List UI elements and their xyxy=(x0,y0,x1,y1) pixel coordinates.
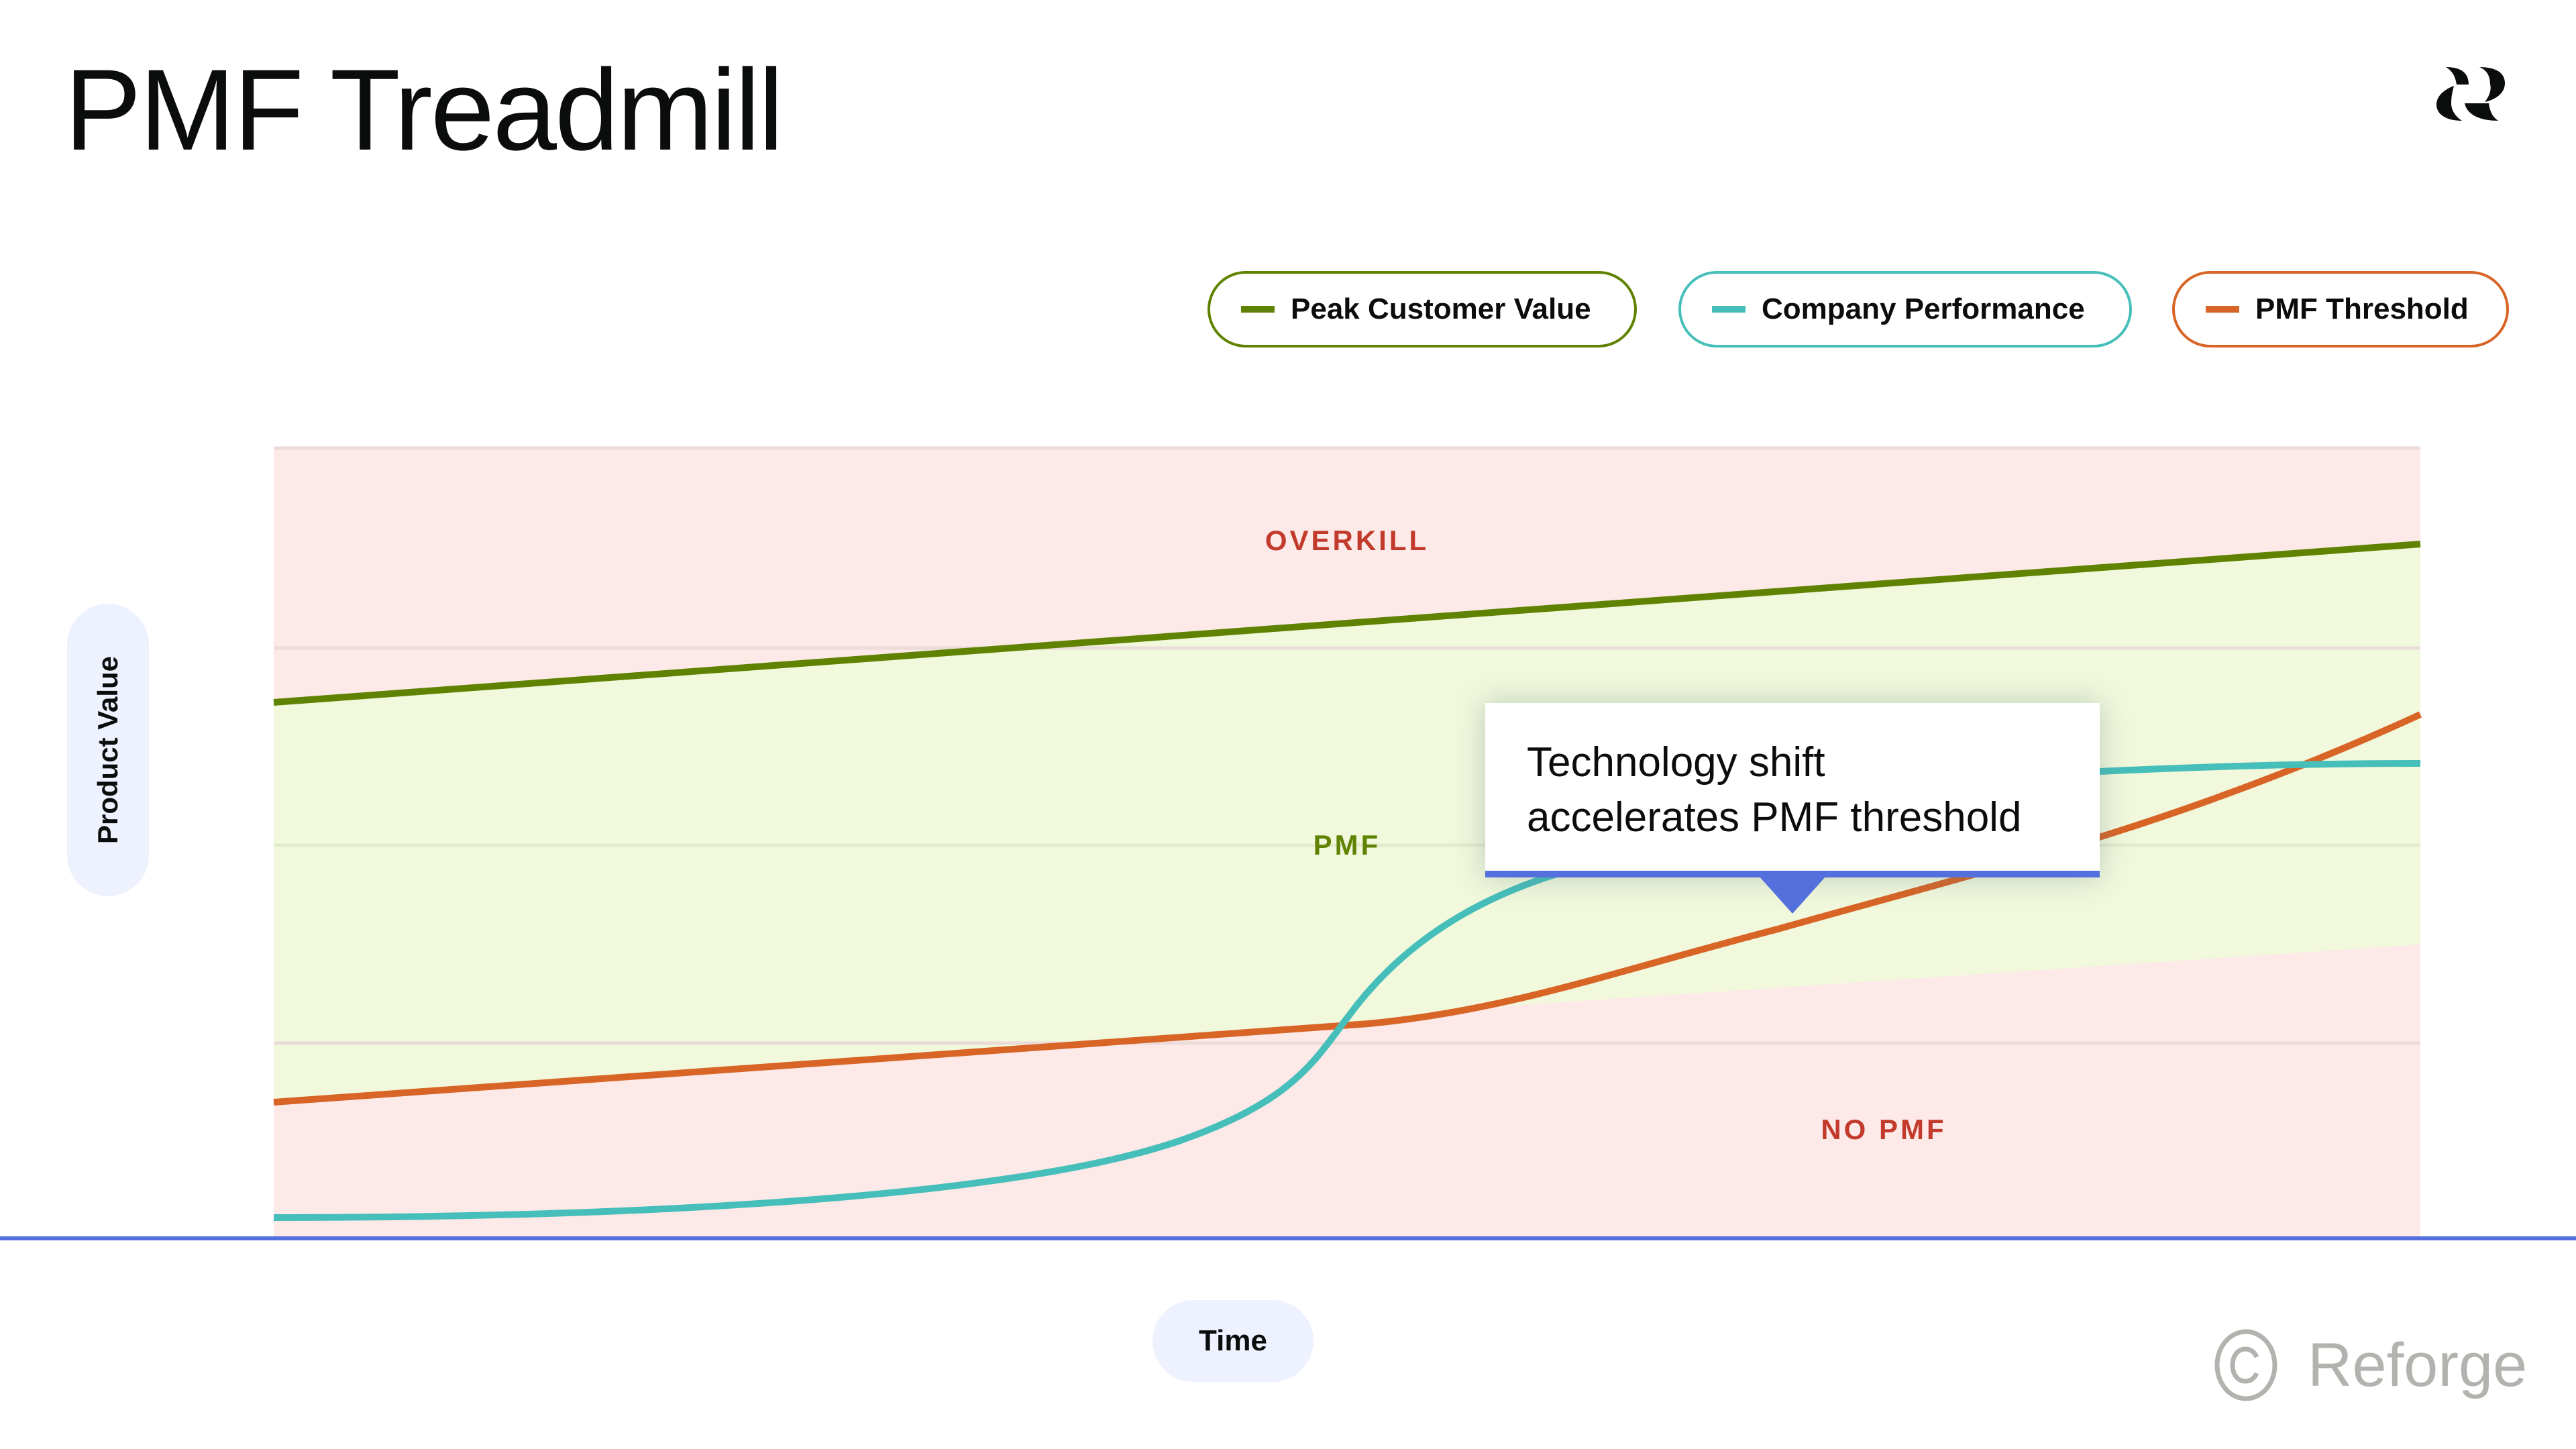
annotation-line-1: Technology shift xyxy=(1527,739,1825,786)
legend-pmf-threshold[interactable]: PMF Threshold xyxy=(2172,271,2509,347)
x-axis-label: Time xyxy=(1199,1324,1267,1357)
y-axis-label-pill: Product Value xyxy=(67,604,149,896)
legend-swatch-green xyxy=(1241,306,1275,313)
legend-company-performance[interactable]: Company Performance xyxy=(1678,271,2132,347)
legend-peak-customer-value[interactable]: Peak Customer Value xyxy=(1208,271,1637,347)
page-title: PMF Treadmill xyxy=(64,46,784,174)
x-axis-line xyxy=(0,1236,2576,1240)
legend-label: Company Performance xyxy=(1762,292,2085,325)
series-pmf-threshold xyxy=(273,711,2422,1106)
series-company-performance xyxy=(273,760,2421,1221)
x-axis-label-pill: Time xyxy=(1152,1300,1313,1382)
legend-swatch-orange xyxy=(2206,306,2239,313)
callout-pointer-icon xyxy=(1759,876,1826,914)
zone-label-overkill: OVERKILL xyxy=(1265,525,1430,556)
legend-label: PMF Threshold xyxy=(2255,292,2469,325)
y-axis-label: Product Value xyxy=(92,655,123,845)
legend-label: Peak Customer Value xyxy=(1291,292,1591,325)
annotation-callout: Technology shift accelerates PMF thresho… xyxy=(1485,703,2100,877)
brand-name: Reforge xyxy=(2308,1330,2528,1399)
annotation-line-2: accelerates PMF threshold xyxy=(1527,794,2022,841)
footer-brand: Reforge xyxy=(2214,1328,2527,1402)
pmf-band xyxy=(274,544,2420,1102)
zone-label-no-pmf: NO PMF xyxy=(1821,1114,1947,1145)
series-peak-customer-value xyxy=(273,541,2421,706)
copyright-icon xyxy=(2214,1329,2277,1401)
legend-swatch-teal xyxy=(1712,306,1746,313)
reforge-mark-icon xyxy=(2436,67,2505,121)
zone-label-pmf: PMF xyxy=(1313,829,1381,861)
